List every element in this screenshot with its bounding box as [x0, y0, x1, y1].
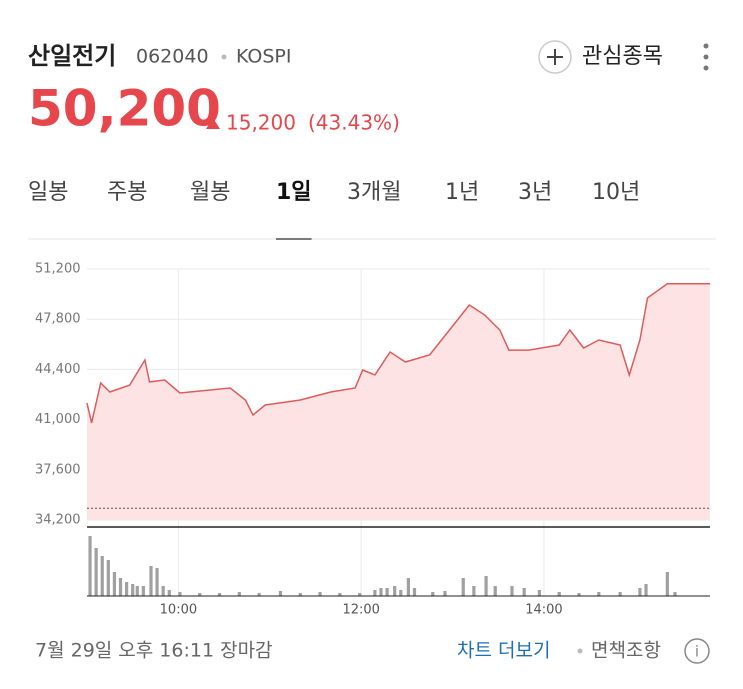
watch-label[interactable]: 관심종목 — [582, 44, 663, 69]
volume-bar — [406, 578, 411, 596]
volume-bar — [644, 584, 648, 596]
y-tick-label: 44,400 — [35, 362, 81, 377]
volume-bar — [597, 592, 601, 596]
tab[interactable]: 10년 — [592, 180, 640, 205]
volume-bar — [100, 556, 104, 596]
volume-bar — [178, 592, 182, 596]
volume-bar — [155, 568, 159, 596]
tab[interactable]: 1년 — [445, 180, 479, 205]
more-chart[interactable]: 차트 더보기 — [457, 640, 550, 662]
volume-bar — [106, 560, 110, 596]
volume-bar — [161, 586, 165, 596]
volume-bar — [673, 592, 677, 596]
volume-bar — [198, 593, 202, 596]
disclaimer[interactable]: 면책조항 — [591, 640, 661, 662]
price-line — [86, 283, 710, 424]
volume-bar — [412, 588, 417, 596]
volume-bar — [94, 548, 98, 596]
volume-bar — [393, 586, 397, 596]
tab[interactable]: 3개월 — [347, 180, 401, 205]
volume-bar — [149, 566, 153, 596]
volume-bar — [278, 591, 283, 596]
volume-bar — [373, 590, 377, 596]
volume-bar — [217, 593, 222, 596]
tab[interactable]: 월봉 — [190, 180, 230, 205]
volume-bar — [638, 588, 642, 596]
tabs: 일봉 주봉 월봉 1일 3개월 1년 3년 10년 — [28, 180, 640, 240]
plus-icon[interactable] — [547, 49, 563, 65]
watch-button[interactable]: 관심종목 — [538, 40, 663, 74]
volume-bar — [399, 590, 403, 596]
volume-bar — [537, 590, 541, 596]
volume-bar — [618, 592, 622, 596]
price: 50,200 — [28, 80, 221, 138]
timestamp: 7월 29일 오후 16:11 장마감 — [35, 640, 273, 662]
tab[interactable]: 1일 — [276, 180, 312, 205]
market: KOSPI — [236, 46, 292, 68]
change-pct: (43.43%) — [308, 111, 400, 135]
separator — [221, 54, 227, 60]
dot[interactable] — [703, 65, 709, 71]
volume-bar — [493, 586, 497, 596]
y-tick-label: 51,200 — [35, 262, 81, 277]
tab[interactable]: 일봉 — [28, 180, 68, 205]
volume-bar — [385, 588, 389, 596]
info-icon[interactable] — [684, 638, 710, 664]
volume-bar — [665, 572, 669, 596]
volume-bar — [298, 593, 302, 596]
volume-bar — [318, 592, 322, 596]
volume-bar — [88, 536, 92, 596]
price-area — [87, 283, 710, 520]
tab[interactable]: 주봉 — [107, 180, 147, 205]
volume-bar — [443, 591, 447, 596]
tab[interactable]: 3년 — [518, 180, 552, 205]
more-menu[interactable] — [703, 43, 709, 71]
volume-bar — [557, 592, 561, 596]
volume-bar — [131, 584, 135, 596]
volume-bar — [112, 572, 117, 596]
y-tick-label: 37,600 — [35, 462, 81, 477]
y-tick-label: 41,000 — [35, 412, 81, 427]
volume-bar — [237, 592, 241, 596]
x-tick-label: 12:00 — [342, 603, 379, 618]
volume-bar — [461, 578, 465, 596]
volume-bar — [431, 592, 435, 596]
stock-name: 산일전기 — [28, 42, 116, 70]
x-tick-label: 14:00 — [525, 603, 562, 618]
y-tick-label: 34,200 — [35, 513, 81, 528]
volume-bar — [118, 578, 123, 596]
volume-bar — [379, 588, 383, 596]
x-tick-label: 10:00 — [160, 603, 197, 618]
volume-bar — [510, 586, 514, 596]
volume-bar — [338, 593, 342, 596]
plus-circle[interactable] — [538, 40, 572, 74]
up-arrow — [206, 118, 220, 129]
chart: 34,200 37,600 41,000 44,400 47,800 51,200 10:0… — [35, 262, 710, 618]
stock-code: 062040 — [136, 46, 209, 68]
volume-bar — [167, 590, 171, 596]
volume-bar — [472, 586, 476, 596]
info-glyph[interactable]: i — [695, 643, 699, 661]
y-tick-label: 47,800 — [35, 312, 81, 327]
volume-bar — [522, 588, 526, 596]
volume-bar — [141, 586, 145, 596]
dot[interactable] — [703, 43, 709, 49]
volume-bar — [484, 576, 488, 596]
dot[interactable] — [703, 54, 709, 60]
volume-bar — [577, 593, 581, 596]
volume-bar — [125, 582, 129, 596]
volume-bar — [135, 586, 139, 596]
change: 15,200 — [226, 111, 296, 135]
separator — [577, 648, 583, 654]
volume-bar — [257, 593, 261, 596]
volume-bar — [358, 593, 362, 596]
